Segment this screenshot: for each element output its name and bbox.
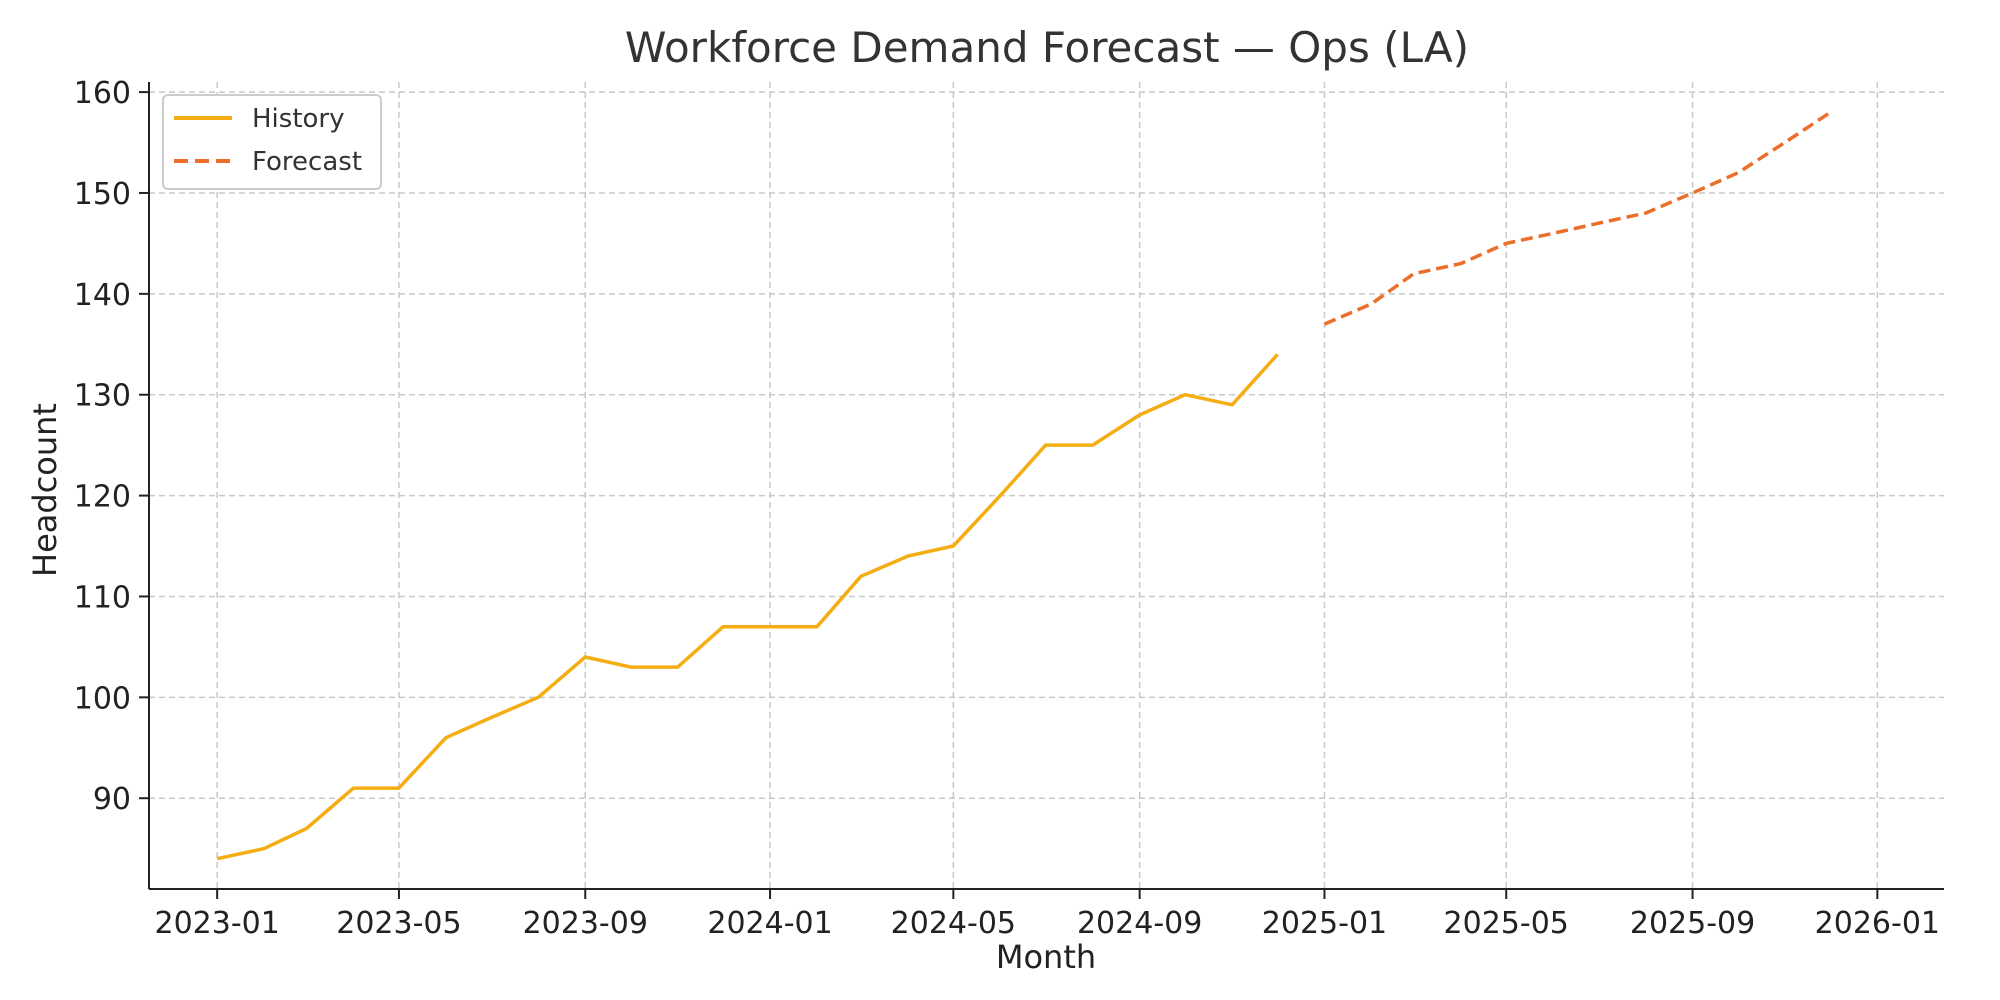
y-tick-label: 110: [74, 580, 131, 615]
x-tick-label: 2025-09: [1630, 906, 1755, 941]
x-tick-label: 2024-09: [1077, 906, 1202, 941]
y-ticks: 90 100 110 120 130 140 150 160: [74, 76, 149, 817]
y-tick-label: 160: [74, 76, 131, 111]
series-layer: [216, 110, 1832, 861]
x-ticks: 2023-01 2023-05 2023-09 2024-01 2024-05 2024-…: [154, 889, 1940, 941]
x-tick-label: 2023-05: [336, 906, 461, 941]
x-tick-label: 2026-01: [1815, 906, 1940, 941]
x-tick-label: 2023-09: [523, 906, 648, 941]
axes: [148, 82, 1944, 890]
x-tick-label: 2024-01: [707, 906, 832, 941]
y-tick-label: 90: [93, 782, 131, 817]
y-tick-label: 150: [74, 177, 131, 212]
y-tick-label: 120: [74, 480, 131, 515]
series-line-forecast: [1323, 110, 1832, 326]
legend-label-history: History: [252, 104, 345, 134]
y-tick-label: 130: [74, 379, 131, 414]
series-line-history: [216, 353, 1279, 861]
grid: [149, 82, 1944, 889]
legend: History Forecast: [162, 94, 382, 190]
y-axis-label: Headcount: [26, 403, 64, 577]
y-tick-label: 100: [74, 681, 131, 716]
x-axis-label: Month: [996, 938, 1096, 976]
legend-label-forecast: Forecast: [252, 147, 362, 177]
y-tick-label: 140: [74, 278, 131, 313]
x-tick-label: 2024-05: [891, 906, 1016, 941]
chart-title: Workforce Demand Forecast — Ops (LA): [625, 23, 1469, 72]
x-tick-label: 2023-01: [154, 906, 279, 941]
x-tick-label: 2025-05: [1444, 906, 1569, 941]
x-tick-label: 2025-01: [1262, 906, 1387, 941]
